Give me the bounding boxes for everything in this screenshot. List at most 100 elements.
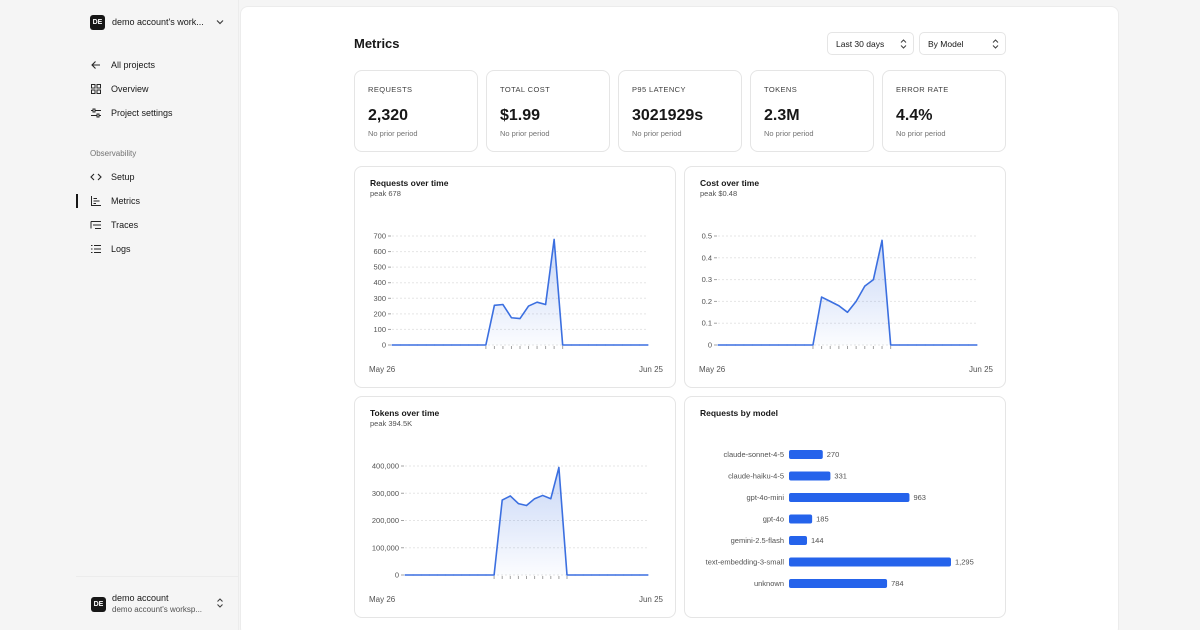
chart-card-requests-by-model: Requests by model claude-sonnet-4-5 270 cl…: [684, 396, 1006, 618]
nav-section-heading: Observability: [90, 148, 137, 158]
data-point: [613, 344, 615, 346]
y-tick-label: 200,000: [372, 516, 399, 525]
requests-by-model-bar-chart: claude-sonnet-4-5 270 claude-haiku-4-5 331 g…: [706, 450, 974, 588]
data-point: [485, 574, 487, 576]
nav-item-logs[interactable]: Logs: [90, 237, 140, 261]
account-workspace: demo account's worksp...: [112, 605, 203, 614]
kpi-comparison: No prior period: [368, 129, 418, 138]
data-point: [570, 344, 572, 346]
kpi-label: TOTAL COST: [500, 85, 551, 94]
data-point: [898, 344, 900, 346]
data-point: [846, 311, 849, 313]
nav-label: All projects: [111, 60, 156, 70]
data-point: [967, 344, 969, 346]
bar: [789, 471, 831, 481]
account-switcher[interactable]: DE demo account demo account's worksp...: [76, 576, 239, 630]
series-area: [405, 467, 648, 575]
data-point: [417, 344, 419, 346]
kpi-value: 2.3M: [764, 107, 800, 124]
page-title: Metrics: [354, 36, 400, 51]
y-tick-label: 100,000: [372, 543, 399, 552]
data-point: [959, 344, 961, 346]
account-avatar: DE: [91, 597, 106, 612]
data-point: [760, 344, 762, 346]
data-point: [517, 503, 519, 505]
data-point: [717, 344, 719, 346]
nav-item-overview[interactable]: Overview: [90, 77, 173, 101]
date-range-value: Last 30 days: [836, 38, 885, 49]
nav-item-traces[interactable]: Traces: [90, 213, 140, 237]
y-tick-label: 600: [373, 247, 386, 256]
data-point: [461, 574, 463, 576]
sidebar: DE demo account's work... All projects O…: [76, 0, 239, 630]
chart-title: Requests over time: [370, 178, 449, 188]
nav-item-setup[interactable]: Setup: [90, 165, 140, 189]
bar-chart-icon: [91, 196, 101, 206]
data-point: [598, 574, 600, 576]
nav-item-all-projects[interactable]: All projects: [90, 53, 173, 77]
data-point: [404, 574, 406, 576]
y-tick-label: 100: [373, 325, 386, 334]
nav-item-project-settings[interactable]: Project settings: [90, 101, 173, 125]
kpi-label: P95 LATENCY: [632, 85, 686, 94]
data-point: [476, 344, 478, 346]
bar: [789, 514, 813, 524]
group-by-value: By Model: [928, 38, 964, 49]
data-point: [453, 574, 455, 576]
grid-icon: [91, 84, 101, 94]
data-point: [582, 574, 584, 576]
data-point: [436, 574, 438, 576]
data-point: [558, 466, 560, 469]
data-point: [553, 238, 555, 241]
bar-value-label: 185: [816, 515, 829, 524]
data-point: [425, 344, 427, 346]
y-tick-label: 300: [373, 294, 386, 303]
data-point: [812, 344, 814, 346]
data-point: [777, 344, 780, 346]
data-point: [615, 574, 617, 576]
x-start-label: May 26: [369, 595, 396, 604]
data-point: [451, 344, 453, 346]
chevron-up-down-icon: [900, 39, 907, 49]
data-point: [639, 574, 641, 576]
chevron-up-down-icon: [217, 598, 223, 608]
data-point: [907, 344, 909, 346]
kpi-comparison: No prior period: [896, 129, 946, 138]
bar: [789, 450, 823, 459]
data-point: [726, 344, 728, 346]
bar-value-label: 1,295: [955, 558, 974, 567]
x-start-label: May 26: [369, 365, 396, 374]
chart-card-cost: Cost over time peak $0.48 0 0.1 0.2 0.3 0.4 0…: [684, 166, 1006, 388]
data-point: [536, 301, 538, 303]
bar-value-label: 784: [891, 579, 904, 588]
chart-title: Cost over time: [700, 178, 760, 188]
date-range-select[interactable]: Last 30 days: [827, 32, 914, 55]
y-tick-label: 500: [373, 263, 386, 272]
bar-category-label: unknown: [754, 579, 784, 588]
data-point: [468, 344, 470, 346]
kpi-comparison: No prior period: [764, 129, 814, 138]
workspace-switcher[interactable]: DE demo account's work...: [90, 13, 226, 31]
group-by-select[interactable]: By Model: [919, 32, 1006, 55]
data-point: [444, 574, 447, 576]
code-icon: [90, 173, 102, 181]
data-point: [550, 498, 552, 500]
bar-value-label: 963: [913, 493, 926, 502]
nav-item-metrics[interactable]: Metrics: [76, 189, 140, 213]
bar: [789, 493, 910, 502]
bar-category-label: text-embedding-3-small: [706, 558, 785, 567]
y-tick-label: 0.5: [702, 232, 712, 241]
kpi-label: TOKENS: [764, 85, 798, 94]
data-point: [510, 317, 513, 319]
data-point: [590, 574, 592, 576]
data-point: [534, 498, 536, 500]
data-point: [502, 303, 504, 306]
y-tick-label: 0.2: [702, 297, 712, 306]
chart-subtitle: peak 394.5K: [370, 419, 413, 428]
x-end-label: Jun 25: [969, 365, 994, 374]
data-point: [574, 574, 576, 576]
data-point: [434, 344, 436, 346]
y-tick-label: 0: [708, 341, 712, 350]
chart-title: Requests by model: [700, 408, 778, 418]
data-point: [606, 574, 609, 576]
